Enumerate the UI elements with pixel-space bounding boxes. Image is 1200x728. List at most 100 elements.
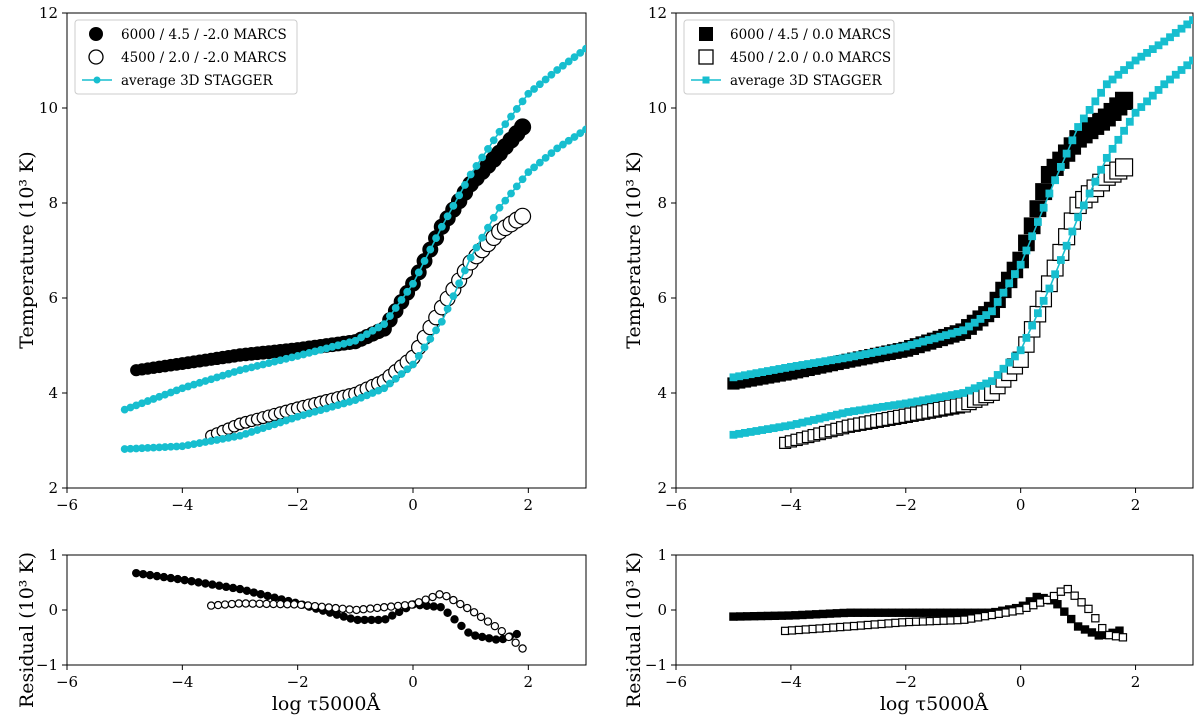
stagger-point — [437, 317, 446, 326]
filled-square-point — [811, 610, 821, 619]
stagger-point — [380, 384, 389, 393]
stagger-point — [1028, 321, 1037, 330]
open-circle-point — [234, 599, 244, 608]
filled-square-point — [860, 608, 869, 617]
stagger-point — [530, 163, 538, 172]
filled-square-point — [853, 608, 862, 617]
stagger-point — [1183, 61, 1192, 70]
stagger-point — [455, 191, 464, 200]
stagger-point — [512, 182, 521, 191]
open-square-point — [1091, 614, 1100, 623]
open-circle-point — [366, 604, 375, 613]
open-square-point — [1001, 608, 1010, 617]
left-temperature-ylabel: Temperature (10³ K) — [16, 151, 38, 348]
right-legend-entry-1: 6000 / 4.5 / 0.0 MARCS — [730, 27, 891, 43]
right-residual-ylabel: Residual (10³ K) — [623, 552, 645, 708]
right-xlabel: log τ5000Å — [880, 693, 989, 715]
stagger-point — [1028, 232, 1037, 241]
right-temperature-plot: −6 −4 −2 0 2 2 4 6 8 10 12 Temperature (10³ K) 600… — [623, 4, 1194, 514]
filled-square-point — [846, 608, 855, 617]
stagger-point — [386, 312, 394, 320]
open-square-point — [1049, 591, 1059, 601]
filled-square-point — [949, 608, 959, 617]
stagger-point — [524, 168, 533, 177]
stagger-point — [1189, 56, 1193, 65]
x-tick-label: 2 — [524, 496, 534, 514]
open-square-point — [932, 616, 941, 626]
stagger-point — [993, 371, 1002, 379]
stagger-point — [1022, 334, 1031, 342]
stagger-point — [1114, 70, 1123, 79]
open-square-point — [918, 617, 928, 626]
open-square-point — [898, 618, 907, 627]
stagger-point — [1079, 201, 1088, 210]
stagger-point — [993, 298, 1002, 306]
open-square-point — [870, 620, 879, 629]
stagger-point — [999, 364, 1008, 373]
open-square-point — [1056, 587, 1066, 596]
open-square-point — [967, 614, 976, 623]
stagger-point — [386, 379, 394, 388]
open-circle-point — [373, 603, 382, 613]
open-circle-point — [317, 602, 327, 612]
y-tick-label: 0 — [48, 601, 58, 619]
open-square-point — [815, 624, 824, 633]
stagger-point — [535, 80, 544, 89]
filled-circle-point — [353, 615, 362, 625]
y-tick-label: 10 — [39, 99, 58, 117]
stagger-point — [570, 133, 579, 141]
stagger-point — [564, 136, 573, 145]
open-square-point — [1084, 604, 1093, 614]
open-circle-point — [497, 626, 507, 636]
filled-circle-point — [464, 628, 473, 637]
stagger-point — [530, 85, 538, 93]
filled-square-point — [756, 611, 766, 621]
stagger-point — [1102, 80, 1111, 89]
left-legend: 6000 / 4.5 / -2.0 MARCS 4500 / 2.0 / -2.… — [74, 19, 298, 95]
stagger-point — [582, 125, 586, 134]
left-legend-entry-3: average 3D STAGGER — [121, 73, 273, 89]
stagger-point — [1177, 66, 1186, 74]
filled-square-point — [736, 612, 745, 621]
stagger-point — [501, 120, 510, 129]
x-tick-label: −6 — [665, 673, 687, 691]
open-square-point — [960, 615, 969, 624]
y-tick-label: 8 — [657, 194, 667, 212]
filled-square-point — [922, 608, 931, 617]
filled-square-point — [936, 608, 945, 617]
x-tick-label: −4 — [171, 496, 193, 514]
legend-stagger-dot-icon — [93, 76, 101, 84]
y-tick-label: 6 — [48, 289, 58, 307]
y-tick-label: 0 — [657, 601, 667, 619]
stagger-point — [403, 365, 412, 374]
filled-circle-point — [429, 602, 438, 611]
stagger-point — [501, 196, 510, 205]
legend-open-circle-icon — [88, 49, 104, 65]
filled-square-point — [894, 608, 904, 617]
open-circle-point — [206, 601, 216, 610]
x-tick-label: 0 — [1016, 496, 1026, 514]
stagger-point — [541, 75, 550, 84]
filled-square-point — [1060, 607, 1069, 616]
filled-square-point — [777, 611, 786, 620]
stagger-point — [1120, 126, 1128, 135]
open-square-point — [905, 617, 914, 627]
open-square-point — [849, 621, 859, 631]
stagger-point — [1062, 241, 1071, 250]
filled-circle-point — [194, 578, 203, 587]
stagger-point — [466, 253, 475, 262]
stagger-point — [1011, 270, 1019, 278]
filled-circle-point — [388, 611, 397, 620]
open-circle-point — [220, 600, 230, 609]
stagger-point — [357, 333, 366, 342]
filled-square-point — [915, 608, 924, 617]
stagger-point — [420, 343, 429, 352]
filled-square-point — [832, 609, 842, 618]
stagger-point — [1154, 86, 1163, 94]
stagger-point — [1051, 176, 1060, 185]
stagger-point — [426, 245, 435, 254]
x-tick-label: −6 — [56, 673, 78, 691]
filled-square-point — [1094, 631, 1103, 640]
stagger-point — [1091, 97, 1100, 106]
open-square-point — [891, 618, 900, 628]
